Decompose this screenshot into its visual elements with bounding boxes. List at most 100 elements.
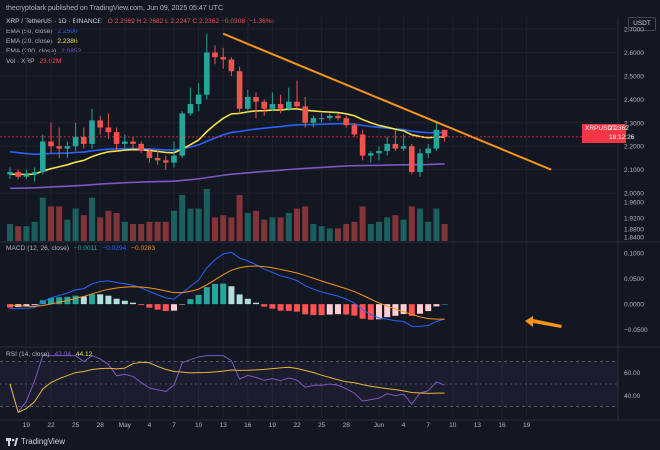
price-axis-label-6: 2.1000 bbox=[624, 167, 644, 174]
candle-body-29 bbox=[245, 97, 251, 109]
time-axis-label-6: 7 bbox=[172, 422, 176, 429]
candle-body-25 bbox=[212, 52, 218, 58]
macd-legend[interactable]: MACD (12, 26, close) −0.0011 −0.0294 −0.… bbox=[6, 245, 155, 252]
time-axis-label-18: 13 bbox=[474, 422, 482, 429]
price-axis-label-3: 2.4000 bbox=[624, 97, 644, 104]
price-axis-label-1: 2.6000 bbox=[624, 50, 644, 57]
currency-selector[interactable]: USDT bbox=[628, 17, 656, 31]
candle-body-32 bbox=[269, 104, 276, 109]
ema50-legend[interactable]: EMA (50, close) 2.2590 bbox=[6, 27, 274, 37]
volume-bar-37 bbox=[310, 224, 317, 241]
volume-bar-12 bbox=[105, 210, 112, 241]
volume-bar-14 bbox=[121, 221, 128, 241]
publisher-bar: thecryptolark published on TradingView.c… bbox=[0, 0, 660, 17]
macd-hist-bar-22 bbox=[187, 299, 194, 305]
time-axis-label-14: Jun bbox=[374, 422, 385, 429]
time-axis-label-12: 25 bbox=[318, 422, 326, 429]
macd-hist-bar-35 bbox=[294, 304, 300, 312]
volume-bar-28 bbox=[236, 195, 243, 241]
candle-body-11 bbox=[97, 120, 103, 128]
candle-body-31 bbox=[261, 101, 267, 109]
time-axis-label-15: 4 bbox=[402, 422, 406, 429]
candle-body-28 bbox=[236, 71, 243, 109]
volume-bar-15 bbox=[130, 224, 136, 241]
ema200-legend[interactable]: EMA (200, close) 2.0852 bbox=[6, 47, 274, 57]
ema200-value: 2.0852 bbox=[61, 48, 82, 55]
macd-hist-bar-23 bbox=[195, 295, 202, 305]
macd-hist-bar-34 bbox=[285, 304, 292, 311]
candle-body-17 bbox=[146, 150, 153, 158]
volume-bar-7 bbox=[64, 219, 71, 241]
candle-body-35 bbox=[294, 101, 300, 107]
volume-bar-4 bbox=[39, 197, 46, 241]
time-axis-label-8: 13 bbox=[220, 422, 228, 429]
volume-bar-38 bbox=[318, 226, 325, 241]
time-axis-label-17: 10 bbox=[449, 422, 457, 429]
macd-hist-bar-13 bbox=[113, 298, 120, 305]
candle-body-12 bbox=[105, 127, 112, 133]
candle-body-13 bbox=[113, 132, 120, 144]
candle-body-30 bbox=[253, 97, 259, 102]
descending-trendline bbox=[222, 32, 552, 171]
macd-hist-bar-19 bbox=[162, 304, 169, 312]
ema200-label: EMA (200, close) bbox=[6, 48, 57, 55]
volume-bar-48 bbox=[400, 219, 407, 241]
time-axis-label-9: 16 bbox=[244, 422, 252, 429]
volume-bar-27 bbox=[228, 217, 235, 241]
rsi-axis-label-1: 40.00 bbox=[624, 393, 641, 400]
candle-body-4 bbox=[40, 141, 46, 173]
volume-legend[interactable]: Vol · XRP 23.02M bbox=[6, 57, 274, 67]
candle-body-6 bbox=[56, 146, 62, 149]
last-price-value: 2.2362 bbox=[609, 125, 629, 132]
macd-hist-bar-53 bbox=[441, 304, 448, 305]
volume-bar-29 bbox=[244, 213, 251, 241]
macd-hist-bar-48 bbox=[400, 304, 407, 315]
volume-bar-0 bbox=[7, 224, 13, 241]
time-axis-label-13: 28 bbox=[343, 422, 351, 429]
time-axis-label-4: May bbox=[119, 422, 132, 429]
volume-bar-9 bbox=[80, 215, 87, 241]
macd-hist-bar-21 bbox=[179, 304, 186, 305]
volume-bar-6 bbox=[56, 206, 63, 241]
macd-hist-bar-50 bbox=[417, 304, 423, 314]
macd-hist-bar-39 bbox=[326, 304, 333, 315]
ema50-label: EMA (50, close) bbox=[6, 28, 53, 35]
volume-bar-52 bbox=[433, 208, 440, 241]
macd-hist-bar-44 bbox=[367, 304, 374, 320]
macd-hist-bar-18 bbox=[154, 304, 161, 310]
tradingview-logo[interactable]: TradingView bbox=[6, 437, 65, 446]
candle-body-47 bbox=[392, 143, 399, 149]
ohlc-values: O 2.2669 H 2.2682 L 2.2247 C 2.2362 −0.0… bbox=[107, 18, 274, 25]
rsi-legend[interactable]: RSI (14, close) 43.04 44.12 bbox=[6, 351, 92, 358]
volume-bar-45 bbox=[376, 221, 382, 241]
volume-bar-46 bbox=[384, 217, 391, 241]
candle-body-42 bbox=[351, 125, 358, 135]
volume-bar-8 bbox=[72, 208, 79, 241]
candle-body-20 bbox=[171, 155, 177, 163]
time-axis-label-0: 19 bbox=[23, 422, 31, 429]
volume-label: Vol · XRP bbox=[6, 58, 35, 65]
macd-hist-bar-29 bbox=[244, 298, 251, 305]
volume-bar-21 bbox=[179, 195, 186, 241]
time-axis-label-1: 22 bbox=[47, 422, 55, 429]
volume-bar-24 bbox=[203, 189, 210, 241]
candle-body-26 bbox=[220, 57, 226, 60]
candle-body-52 bbox=[433, 129, 440, 149]
time-axis-label-7: 10 bbox=[195, 422, 203, 429]
volume-bar-13 bbox=[113, 213, 120, 241]
volume-bar-49 bbox=[408, 206, 415, 241]
ema200-line bbox=[9, 163, 445, 190]
volume-bar-53 bbox=[441, 224, 448, 241]
candle-body-33 bbox=[277, 104, 284, 109]
ema20-legend[interactable]: EMA (20, close) 2.2386 bbox=[6, 37, 274, 47]
volume-bar-18 bbox=[154, 221, 161, 241]
symbol-row[interactable]: XRP / TetherUS · 1D · BINANCE O 2.2669 H… bbox=[6, 17, 274, 27]
volume-value: 23.02M bbox=[39, 58, 62, 65]
candle-body-53 bbox=[441, 129, 448, 137]
rsi-line bbox=[9, 355, 445, 414]
candle-body-21 bbox=[179, 113, 185, 156]
volume-bar-22 bbox=[187, 208, 194, 241]
candle-body-34 bbox=[286, 101, 292, 109]
